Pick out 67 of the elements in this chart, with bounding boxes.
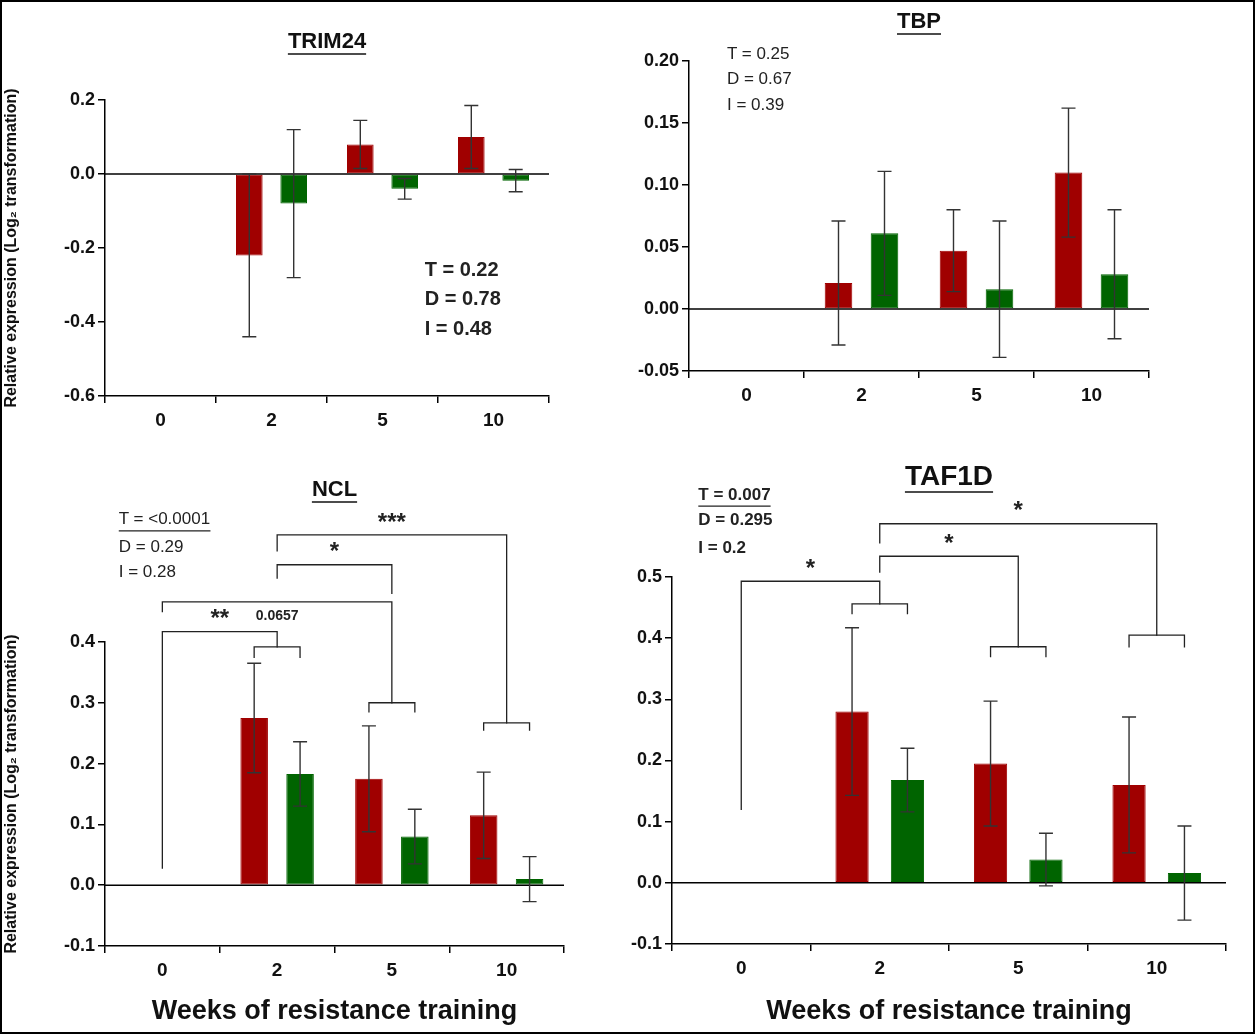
y-tick-label: 0.00 <box>643 297 679 318</box>
text: * <box>1013 496 1024 524</box>
y-tick-label: 0.1 <box>636 810 662 831</box>
y-tick-label: 0.0 <box>636 871 662 892</box>
y-tick-label: 0.1 <box>69 813 95 834</box>
y-tick-label: 0.4 <box>69 630 95 651</box>
y-axis-title: Relative expression (Log₂ transformation) <box>2 634 20 954</box>
y-tick-label: -0.05 <box>637 359 679 380</box>
annotation: D = 0.67 <box>726 69 792 89</box>
x-tick-label: 5 <box>386 958 398 980</box>
y-tick-label: -0.6 <box>63 384 95 405</box>
y-tick-label: 0.3 <box>69 691 95 712</box>
text: *** <box>377 507 407 535</box>
y-tick-label: -0.2 <box>63 236 95 257</box>
y-tick-label: -0.1 <box>630 932 662 953</box>
x-tick-label: 10 <box>496 958 518 980</box>
x-tick-label: 0 <box>735 956 747 978</box>
text: 0.0657 <box>255 606 299 623</box>
x-axis-title: Weeks of resistance training <box>151 995 518 1026</box>
y-tick-label: 0.05 <box>643 235 679 256</box>
annotation: T = 0.22 <box>424 257 499 280</box>
y-tick-label: 0.0 <box>69 874 95 895</box>
text: * <box>944 528 955 556</box>
text: D = 0.295 <box>698 510 773 530</box>
annotation: I = 0.39 <box>726 95 785 115</box>
x-tick-label: 5 <box>377 408 389 430</box>
y-tick-label: 0.4 <box>636 627 662 648</box>
x-tick-label: 0 <box>741 383 752 405</box>
y-tick-label: 0.0 <box>69 162 95 183</box>
x-tick-label: 10 <box>1080 383 1103 405</box>
chart-title: NCL <box>311 476 358 502</box>
text: T = <0.0001 <box>118 509 211 529</box>
y-tick-label: 0.2 <box>69 752 95 773</box>
y-tick-label: 0.2 <box>636 749 662 770</box>
text: I = 0.28 <box>118 562 176 582</box>
text: I = 0.2 <box>698 537 747 557</box>
x-tick-label: 10 <box>1146 956 1168 978</box>
annotation: I = 0.48 <box>424 316 492 339</box>
text: * <box>329 537 340 565</box>
x-tick-label: 10 <box>482 408 505 430</box>
x-tick-label: 2 <box>271 958 283 980</box>
annotation: D = 0.78 <box>424 287 501 310</box>
annotation: * <box>805 553 816 581</box>
x-tick-label: 5 <box>1012 956 1024 978</box>
text: T = 0.007 <box>698 484 771 504</box>
x-tick-label: 5 <box>971 383 983 405</box>
x-axis-title: Weeks of resistance training <box>766 995 1132 1026</box>
x-tick-label: 0 <box>157 958 168 980</box>
y-axis-title: Relative expression (Log₂ transformation) <box>2 88 20 408</box>
x-tick-label: 0 <box>155 408 166 430</box>
text: D = 0.29 <box>118 536 184 556</box>
chart-title: TRIM24 <box>287 28 367 54</box>
annotation: T = 0.25 <box>726 43 790 63</box>
x-tick-label: 2 <box>874 956 886 978</box>
text: ** <box>210 604 230 632</box>
y-tick-label: -0.4 <box>63 310 95 331</box>
y-tick-label: -0.1 <box>63 934 95 955</box>
x-tick-label: 2 <box>856 383 867 405</box>
y-tick-label: 0.5 <box>636 565 662 586</box>
y-tick-label: 0.15 <box>643 111 679 132</box>
chart-title: TBP <box>897 8 941 34</box>
y-tick-label: 0.3 <box>636 688 662 709</box>
y-tick-label: 0.2 <box>69 88 95 109</box>
y-tick-label: 0.20 <box>643 49 679 70</box>
chart-title: TAF1D <box>904 459 994 491</box>
x-tick-label: 2 <box>266 408 277 430</box>
y-tick-label: 0.10 <box>643 173 679 194</box>
